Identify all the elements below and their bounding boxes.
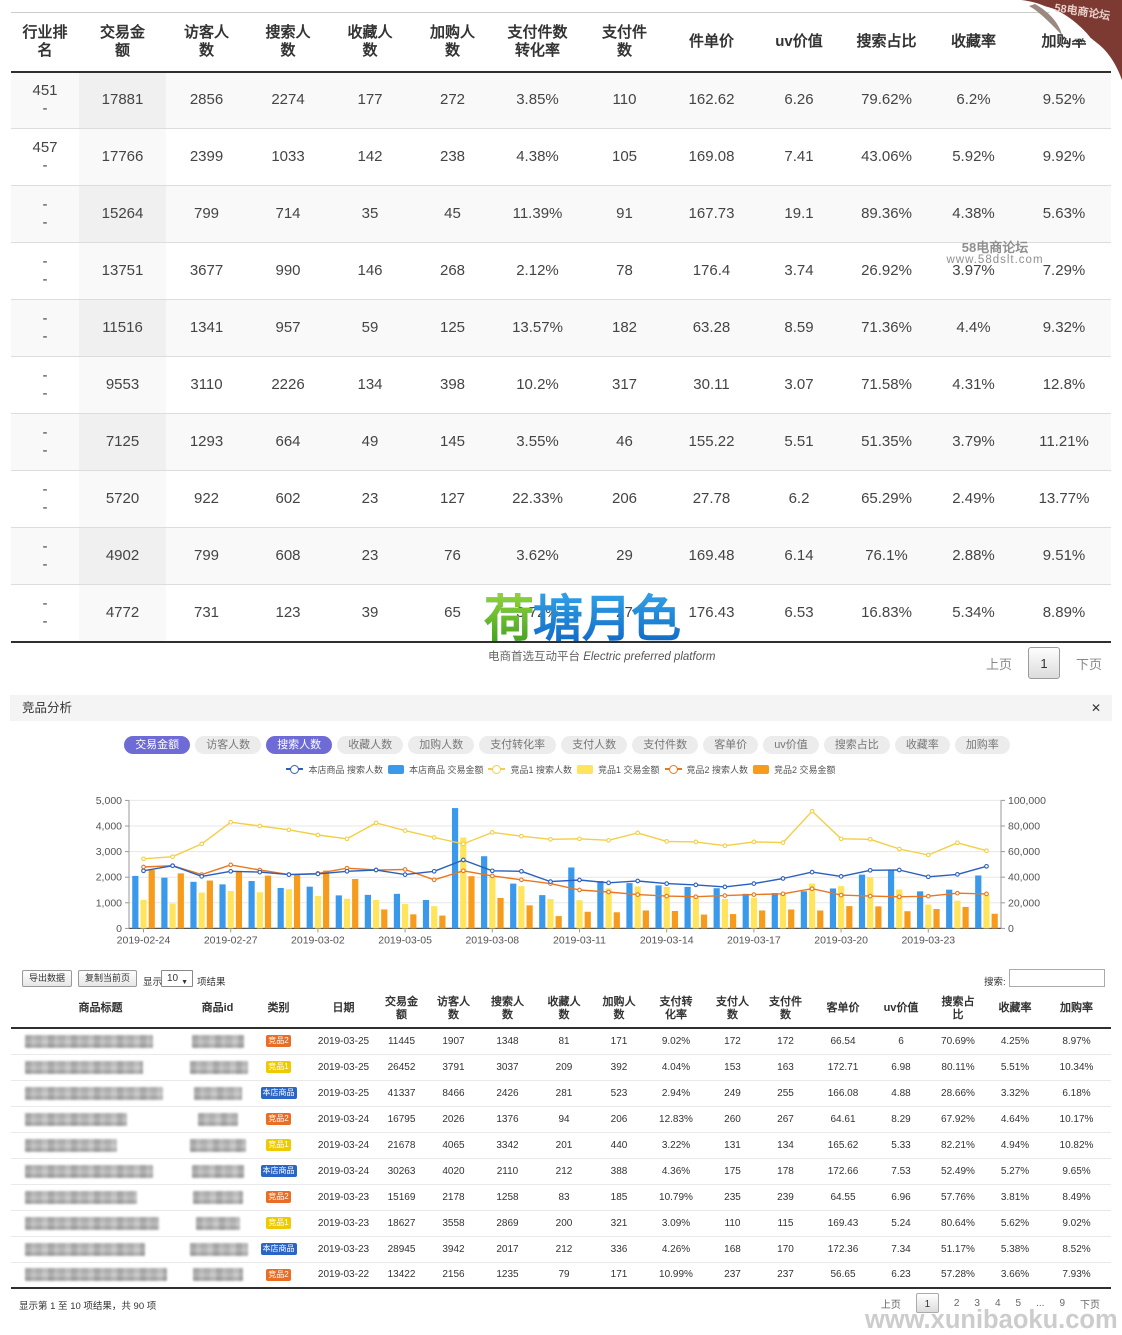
svg-text:2019-02-24: 2019-02-24	[117, 934, 171, 946]
svg-text:2019-03-17: 2019-03-17	[727, 934, 781, 946]
svg-text:2019-03-14: 2019-03-14	[640, 934, 694, 946]
svg-text:2019-03-05: 2019-03-05	[378, 934, 432, 946]
svg-text:40,000: 40,000	[1008, 872, 1040, 884]
svg-text:2019-03-11: 2019-03-11	[553, 934, 606, 946]
svg-text:3,000: 3,000	[96, 846, 122, 858]
svg-text:4,000: 4,000	[96, 821, 122, 833]
svg-text:60,000: 60,000	[1008, 846, 1040, 858]
svg-text:2019-03-23: 2019-03-23	[901, 934, 955, 946]
svg-text:0: 0	[116, 923, 122, 935]
svg-text:2,000: 2,000	[96, 872, 122, 884]
svg-text:2019-03-20: 2019-03-20	[814, 934, 868, 946]
svg-text:2019-02-27: 2019-02-27	[204, 934, 258, 946]
svg-text:0: 0	[1008, 923, 1014, 935]
svg-text:1,000: 1,000	[96, 897, 122, 909]
svg-text:2019-03-02: 2019-03-02	[291, 934, 345, 946]
svg-text:2019-03-08: 2019-03-08	[465, 934, 519, 946]
svg-text:80,000: 80,000	[1008, 821, 1040, 833]
svg-text:20,000: 20,000	[1008, 897, 1040, 909]
svg-text:100,000: 100,000	[1008, 795, 1046, 807]
svg-text:5,000: 5,000	[96, 795, 122, 807]
